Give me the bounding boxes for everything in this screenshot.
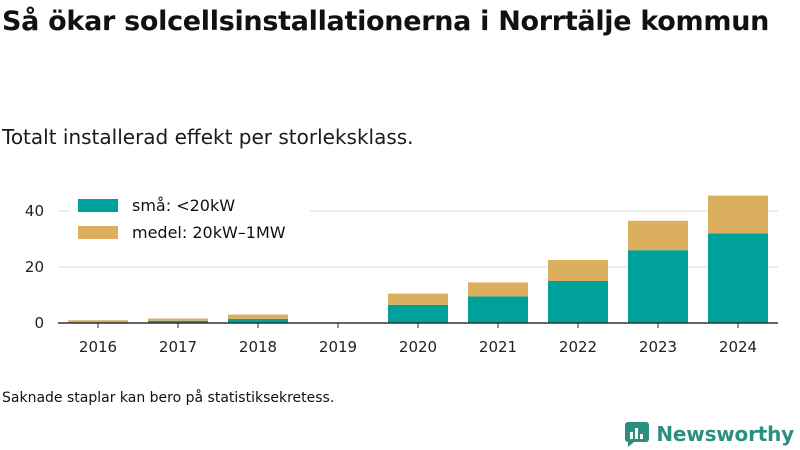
bar-2021-series-1: [468, 296, 528, 323]
bar-2020-series-1: [388, 304, 448, 323]
stacked-bar-chart: 0 20 40 2016 2017 2018 2019 2020 2021 2022 2023 202…: [25, 190, 778, 356]
x-tick-label: 2016: [79, 338, 117, 356]
footnote: Saknade staplar kan bero på statistiksek…: [2, 390, 335, 406]
legend-label: små: <20kW: [132, 196, 235, 215]
bar-2020-series-2: [388, 293, 448, 305]
bar-2016-series-2: [68, 320, 128, 323]
x-tick-label: 2020: [399, 338, 437, 356]
bar-2023-series-1: [628, 250, 688, 323]
bar-2021-series-2: [468, 282, 528, 297]
x-tick-label: 2021: [479, 338, 517, 356]
x-tick-label: 2018: [239, 338, 277, 356]
y-tick-label: 0: [34, 314, 44, 332]
bar-2017-series-1: [148, 320, 208, 323]
legend-swatch: [78, 226, 118, 239]
bar-2017-series-2: [148, 318, 208, 321]
bar-2022-series-1: [548, 281, 608, 323]
bar-2024-series-1: [708, 233, 768, 323]
brand-logo: Newsworthy: [624, 420, 794, 448]
chart-subtitle: Totalt installerad effekt per storlekskl…: [2, 125, 414, 149]
legend-swatch: [78, 199, 118, 212]
y-tick-label: 20: [25, 258, 44, 276]
newsworthy-logo-icon: [625, 422, 650, 447]
y-tick-label: 40: [25, 202, 44, 220]
bar-2018-series-2: [228, 314, 288, 319]
x-tick-label: 2022: [559, 338, 597, 356]
bar-2024-series-2: [708, 195, 768, 234]
chart-title: Så ökar solcellsinstallationerna i Norrt…: [2, 6, 770, 37]
x-tick-label: 2024: [719, 338, 757, 356]
x-tick-label: 2017: [159, 338, 197, 356]
bar-2022-series-2: [548, 260, 608, 281]
brand-name: Newsworthy: [656, 422, 794, 446]
legend-label: medel: 20kW–1MW: [132, 223, 286, 242]
bar-2023-series-2: [628, 220, 688, 251]
bar-2018-series-1: [228, 318, 288, 323]
x-tick-label: 2019: [319, 338, 357, 356]
x-tick-label: 2023: [639, 338, 677, 356]
